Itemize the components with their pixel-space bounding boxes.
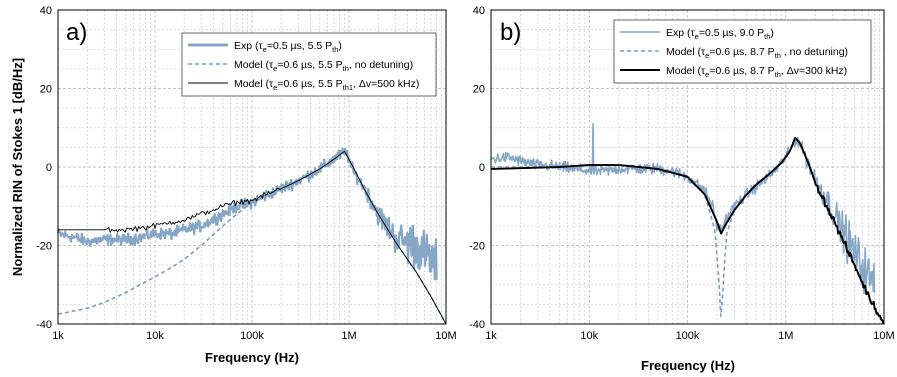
legend-b: Exp (τe=0.5 µs, 9.0 Pth) Model (τe=0.6 µs… [613,19,872,84]
legend-label: Model (τe=0.6 µs, 8.7 Pth , no detuning) [666,46,848,60]
legend-label: Model (τe=0.6 µs, 8.7 Pth, Δv=300 kHz) [666,65,847,79]
legend-label: Model (τe=0.6 µs, 5.5 Pth1, Δv=500 kHz) [234,78,419,92]
x-tick-label: 100k [676,330,700,342]
y-ticks-a: -40 -20 0 20 40 [36,5,52,331]
y-tick-label: -40 [469,319,485,331]
plot-frame-a [57,9,447,325]
plot-frame-b [490,9,885,325]
x-tick-label: 100k [240,330,264,342]
y-tick-label: 40 [473,5,485,17]
x-tick-label: 10k [146,330,164,342]
x-axis-title-b: Frequency (Hz) [641,358,735,373]
legend-label: Model (τe=0.6 µs, 5.5 Pth, no detuning) [234,59,413,73]
y-tick-label: 0 [46,162,52,174]
x-tick-label: 1M [778,330,793,342]
x-tick-label: 10M [873,330,894,342]
series-line [57,150,447,325]
y-ticks-b: -40 -20 0 20 40 [469,5,485,331]
x-ticks-a: 1k 10k 100k 1M 10M [52,330,457,342]
y-tick-label: -20 [469,241,485,253]
y-tick-label: -40 [36,319,52,331]
series-line [58,150,447,325]
y-tick-label: -20 [36,241,52,253]
x-axis-title-a: Frequency (Hz) [205,350,299,365]
series-line [56,147,438,281]
y-tick-label: 20 [40,84,52,96]
x-tick-label: 1M [341,330,356,342]
panel-a: -40 -20 0 20 40 1k 10k 100k 1M 10M a) Exp (τe=0.… [10,5,457,365]
y-tick-label: 20 [473,84,485,96]
legend-a: Exp (τe=0.5 µs, 5.5 Pth) Model (τe=0.6 µs… [181,32,437,97]
legend-label: Exp (τe=0.5 µs, 5.5 Pth) [234,40,342,54]
x-ticks-b: 1k 10k 100k 1M 10M [485,330,895,342]
series-b [490,123,885,325]
x-tick-label: 1k [485,330,497,342]
series-a [56,147,447,325]
y-axis-title: Normalized RIN of Stokes 1 [dB/Hz] [10,58,25,276]
y-tick-label: 40 [40,5,52,17]
panel-label-b: b) [500,19,521,46]
x-tick-label: 10k [580,330,598,342]
x-tick-label: 1k [52,330,64,342]
series-line [490,137,885,325]
x-tick-label: 10M [435,330,456,342]
legend-label: Exp (τe=0.5 µs, 9.0 Pth) [666,27,774,41]
panel-label-a: a) [66,19,87,46]
y-tick-label: 0 [479,162,485,174]
panel-b: -40 -20 0 20 40 1k 10k 100k 1M 10M b) Exp (τe=0.… [469,5,895,373]
